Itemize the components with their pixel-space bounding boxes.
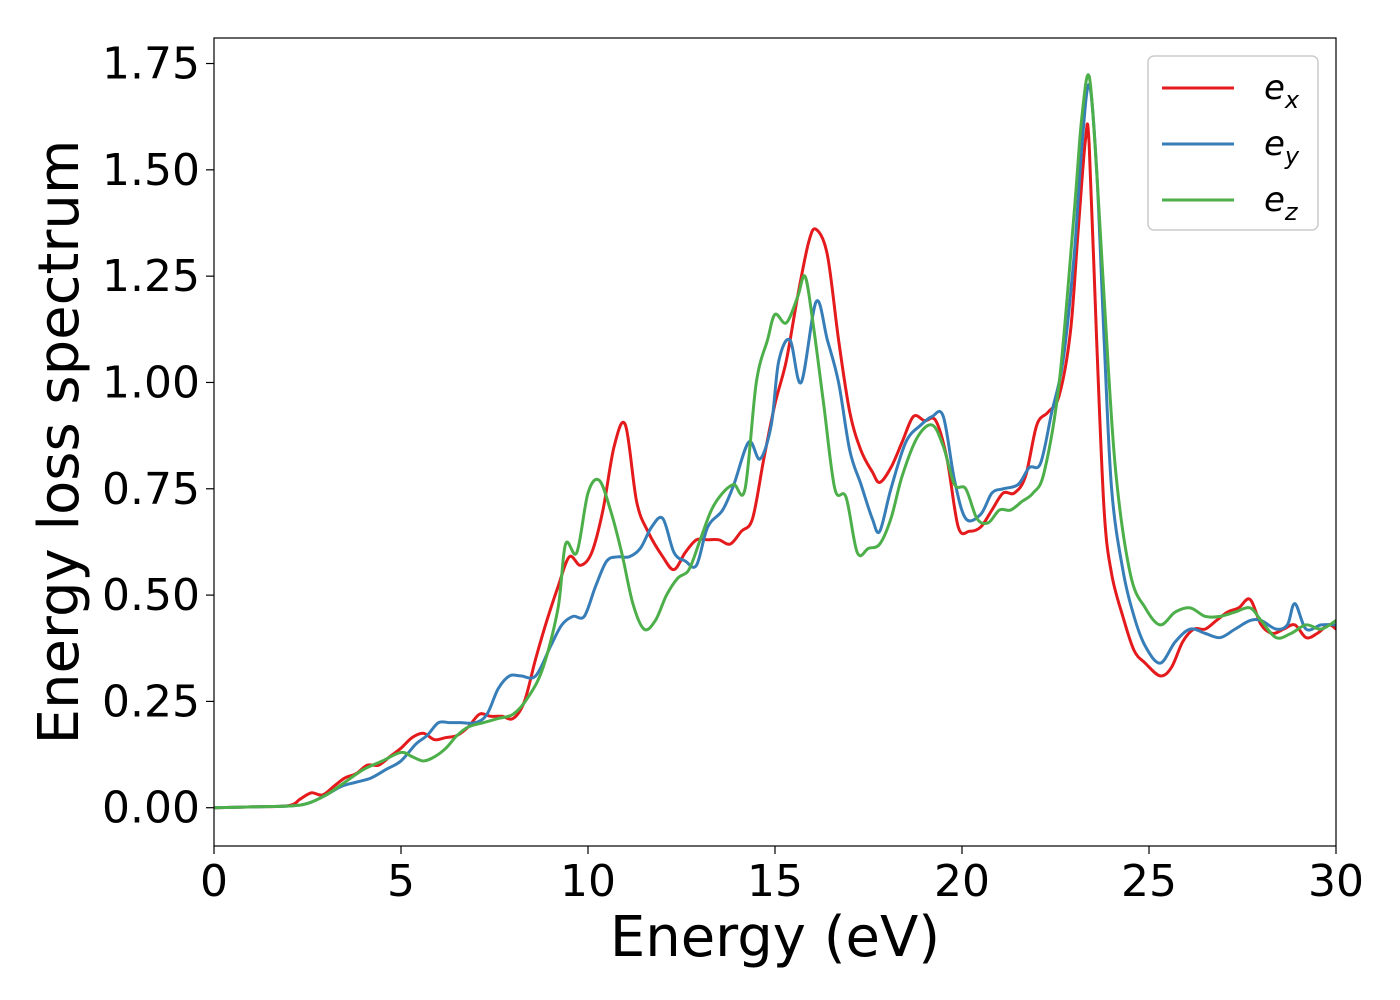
legend-label: ex xyxy=(1264,68,1300,114)
y-tick-label: 0.25 xyxy=(102,676,200,727)
x-tick-label: 25 xyxy=(1121,856,1177,907)
y-tick-label: 0.50 xyxy=(102,570,200,621)
x-tick-label: 10 xyxy=(560,856,616,907)
x-axis: 0 5 10 15 20 25 30 xyxy=(200,846,1364,907)
y-tick-label: 1.75 xyxy=(102,39,200,90)
x-tick-label: 0 xyxy=(200,856,228,907)
y-tick-label: 0.00 xyxy=(102,783,200,834)
y-tick-label: 1.00 xyxy=(102,357,200,408)
y-tick-label: 0.75 xyxy=(102,464,200,515)
legend-label: ey xyxy=(1264,124,1300,170)
x-tick-label: 5 xyxy=(387,856,415,907)
series-layer xyxy=(214,73,1336,810)
x-tick-label: 15 xyxy=(747,856,803,907)
y-tick-label: 1.25 xyxy=(102,251,200,302)
x-axis-label: Energy (eV) xyxy=(610,905,940,970)
x-tick-label: 20 xyxy=(934,856,990,907)
legend-label: ez xyxy=(1264,180,1299,226)
legend: ex ey ez xyxy=(1147,55,1319,231)
x-tick-label: 30 xyxy=(1308,856,1364,907)
series-line-e-z xyxy=(214,73,1336,810)
y-axis: 0.00 0.25 0.50 0.75 1.00 1.25 1.50 1.75 xyxy=(102,39,214,834)
series-line-e-y xyxy=(214,83,1336,810)
y-tick-label: 1.50 xyxy=(102,145,200,196)
y-axis-label: Energy loss spectrum xyxy=(27,140,92,745)
